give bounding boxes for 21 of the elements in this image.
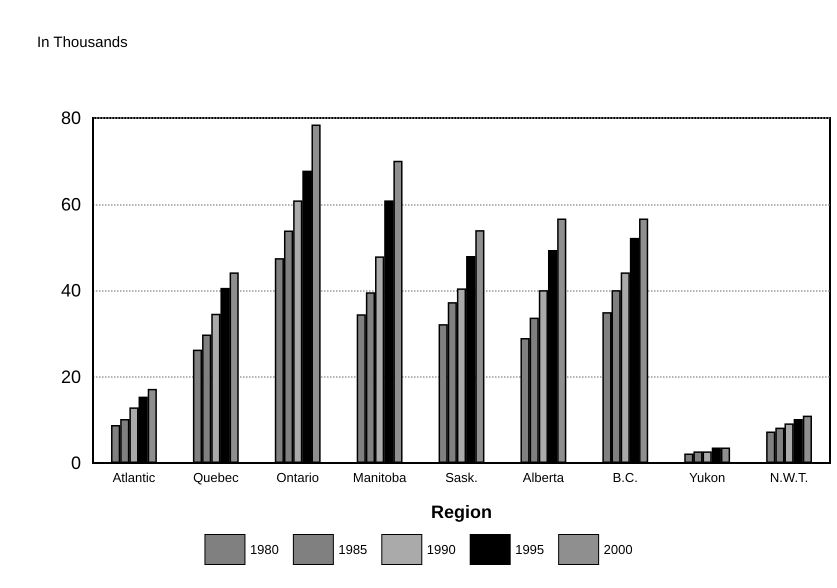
y-tick-label: 0 bbox=[70, 453, 81, 473]
x-tick-label: Yukon bbox=[689, 470, 726, 485]
x-tick-label: Quebec bbox=[193, 470, 240, 485]
legend-label: 1995 bbox=[515, 542, 544, 557]
x-tick-label: Alberta bbox=[522, 470, 565, 485]
legend-label: 1980 bbox=[250, 542, 279, 557]
legend-label: 2000 bbox=[604, 542, 633, 557]
x-axis-title: Region bbox=[431, 502, 492, 522]
y-tick-label: 40 bbox=[60, 280, 81, 300]
x-tick-label: Manitoba bbox=[352, 470, 408, 485]
y-tick-label: 60 bbox=[60, 194, 81, 214]
x-tick-label: Ontario bbox=[276, 470, 320, 485]
legend-label: 1990 bbox=[426, 542, 456, 557]
x-tick-label: B.C. bbox=[612, 470, 638, 485]
legend-label: 1985 bbox=[338, 542, 368, 557]
y-tick-label: 80 bbox=[60, 108, 81, 128]
y-tick-label: 20 bbox=[60, 366, 81, 387]
x-tick-label: Sask. bbox=[445, 470, 478, 485]
x-tick-label: Atlantic bbox=[112, 470, 156, 485]
y-axis-title: In Thousands bbox=[37, 34, 128, 51]
x-tick-label: N.W.T. bbox=[770, 470, 808, 485]
